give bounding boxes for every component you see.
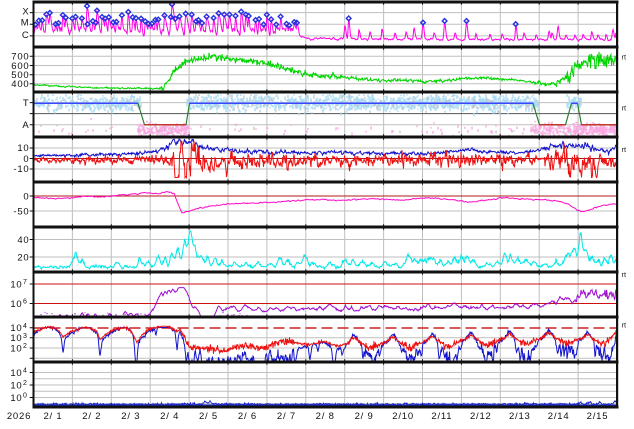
svg-text:rt: rt: [622, 104, 627, 113]
svg-text:0: 0: [23, 191, 29, 202]
svg-text:10: 10: [10, 393, 22, 404]
svg-text:40: 40: [17, 235, 29, 246]
svg-text:7: 7: [23, 279, 27, 286]
svg-text:rt: rt: [622, 145, 627, 154]
svg-text:600: 600: [11, 61, 29, 72]
svg-text:2/ 6: 2/ 6: [238, 411, 257, 422]
svg-text:10: 10: [10, 380, 22, 391]
svg-text:rt: rt: [622, 53, 627, 62]
svg-text:400: 400: [11, 79, 29, 90]
svg-text:2/ 4: 2/ 4: [160, 411, 179, 422]
svg-text:2/ 2: 2/ 2: [82, 411, 101, 422]
svg-text:2/15: 2/15: [587, 411, 609, 422]
svg-text:2/ 7: 2/ 7: [277, 411, 296, 422]
svg-text:2/ 3: 2/ 3: [121, 411, 140, 422]
svg-text:T: T: [23, 98, 30, 109]
svg-text:500: 500: [11, 70, 29, 81]
svg-text:10: 10: [17, 143, 29, 154]
svg-text:rt: rt: [622, 321, 627, 330]
svg-text:20: 20: [17, 252, 29, 263]
svg-text:10: 10: [10, 333, 22, 344]
svg-text:10: 10: [10, 323, 22, 334]
svg-text:2/12: 2/12: [470, 411, 492, 422]
svg-text:2/ 1: 2/ 1: [43, 411, 62, 422]
svg-text:2026: 2026: [7, 411, 31, 422]
svg-text:2/ 8: 2/ 8: [316, 411, 335, 422]
svg-text:2/14: 2/14: [548, 411, 570, 422]
svg-text:700: 700: [11, 52, 29, 63]
svg-text:2: 2: [23, 343, 27, 350]
svg-text:10: 10: [10, 299, 22, 310]
svg-text:10: 10: [10, 368, 22, 379]
svg-text:X: X: [22, 7, 29, 18]
svg-text:2/11: 2/11: [431, 411, 452, 422]
svg-text:0: 0: [23, 154, 29, 165]
svg-text:2/13: 2/13: [509, 411, 531, 422]
svg-text:10: 10: [10, 343, 22, 354]
svg-text:6: 6: [23, 299, 27, 306]
svg-text:10: 10: [10, 279, 22, 290]
svg-text:-50: -50: [13, 206, 29, 217]
svg-text:2: 2: [23, 380, 27, 387]
svg-text:2/ 9: 2/ 9: [355, 411, 374, 422]
svg-text:4: 4: [23, 368, 27, 375]
svg-text:4: 4: [23, 323, 27, 330]
svg-text:3: 3: [23, 333, 27, 340]
svg-text:0: 0: [23, 393, 27, 400]
svg-text:M: M: [21, 17, 30, 28]
svg-text:rt: rt: [622, 270, 627, 279]
svg-text:C: C: [22, 30, 30, 41]
svg-text:2/ 5: 2/ 5: [199, 411, 218, 422]
svg-text:A: A: [22, 120, 29, 131]
svg-text:2/10: 2/10: [392, 411, 414, 422]
svg-text:-10: -10: [13, 164, 29, 175]
